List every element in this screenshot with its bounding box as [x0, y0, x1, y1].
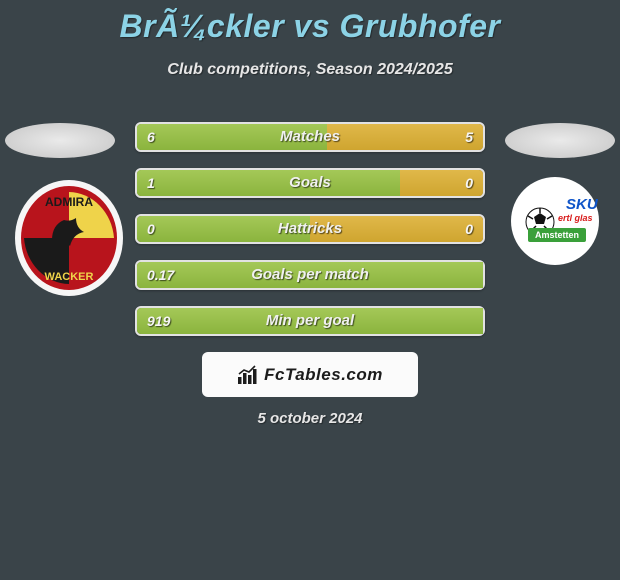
svg-text:WACKER: WACKER	[45, 271, 94, 283]
stat-value-right: 0	[465, 170, 473, 196]
stat-label: Min per goal	[137, 308, 483, 334]
stat-label: Hattricks	[137, 216, 483, 242]
stat-value-left: 0.17	[147, 262, 174, 288]
stat-value-right: 0	[465, 216, 473, 242]
club-badge-left: ADMIRA WACKER	[14, 180, 124, 296]
stat-label: Goals per match	[137, 262, 483, 288]
stat-value-right: 5	[465, 124, 473, 150]
stat-value-left: 0	[147, 216, 155, 242]
player-marker-right	[505, 123, 615, 158]
brand-chart-icon	[237, 365, 259, 385]
stat-value-left: 919	[147, 308, 170, 334]
stat-row: Min per goal919	[135, 306, 485, 336]
club-badge-right: SKU ertl glas Amstetten	[510, 176, 600, 266]
stat-value-left: 6	[147, 124, 155, 150]
svg-text:ertl glas: ertl glas	[558, 213, 593, 223]
stat-label: Matches	[137, 124, 483, 150]
stat-row: Goals1 0	[135, 168, 485, 198]
svg-text:ADMIRA: ADMIRA	[45, 195, 93, 209]
player-marker-left	[5, 123, 115, 158]
date-label: 5 october 2024	[0, 410, 620, 427]
stat-label: Goals	[137, 170, 483, 196]
stats-container: Matches65Goals10Hattricks00Goals per mat…	[135, 122, 485, 352]
stat-row: Goals per match0.17	[135, 260, 485, 290]
subtitle: Club competitions, Season 2024/2025	[0, 61, 620, 79]
svg-text:Amstetten: Amstetten	[535, 230, 579, 240]
stat-row: Matches6 5	[135, 122, 485, 152]
stat-row: Hattricks0 0	[135, 214, 485, 244]
page-title: BrÃ¼ckler vs Grubhofer	[0, 0, 620, 45]
svg-text:SKU: SKU	[566, 196, 599, 213]
brand-box: FcTables.com	[202, 352, 418, 397]
brand-label: FcTables.com	[264, 365, 383, 385]
stat-value-left: 1	[147, 170, 155, 196]
